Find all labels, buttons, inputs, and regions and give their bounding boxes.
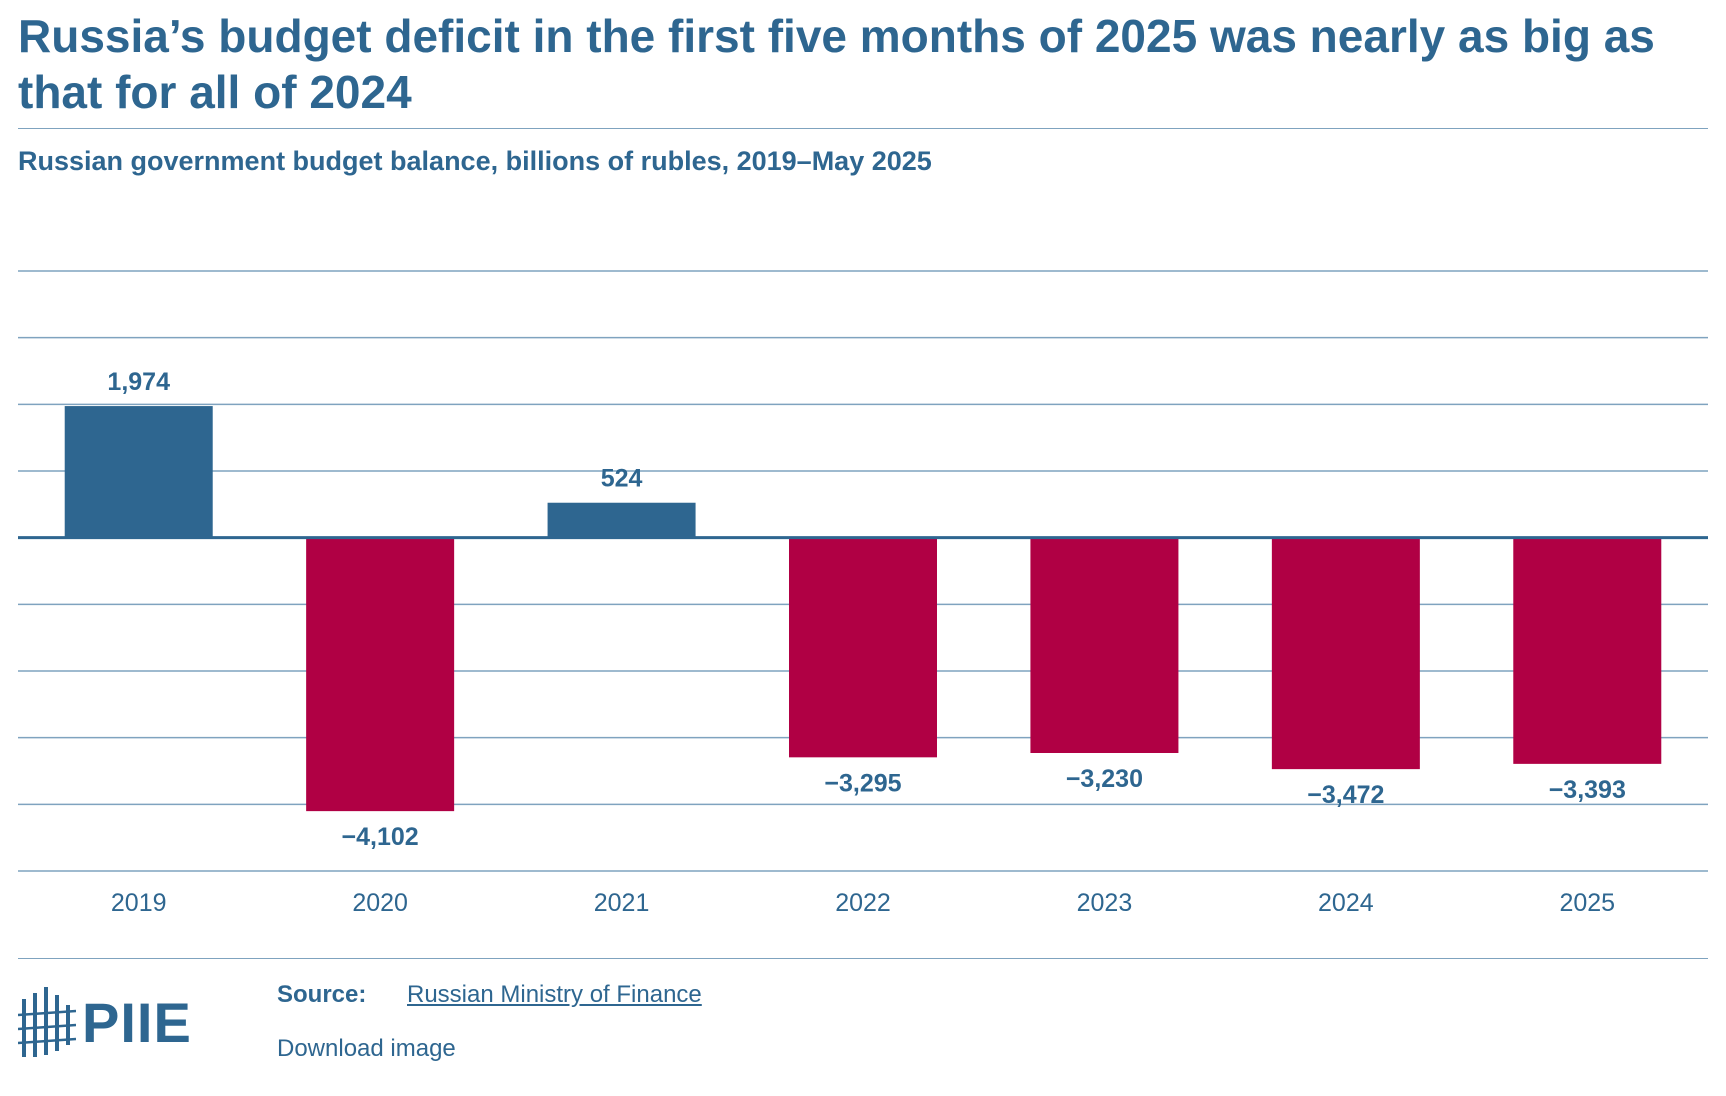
x-tick-label-2025: 2025 [1559, 889, 1615, 917]
piie-logo-icon [18, 987, 76, 1057]
bar-2021 [547, 502, 696, 538]
data-label-2020: −4,102 [342, 823, 419, 851]
footer-divider [18, 958, 1708, 959]
bar-2024 [1271, 537, 1420, 770]
data-label-2022: −3,295 [824, 769, 901, 797]
piie-logo[interactable]: PIIE [18, 985, 192, 1059]
x-tick-label-2019: 2019 [111, 889, 167, 917]
x-tick-label-2020: 2020 [352, 889, 408, 917]
bar-2020 [306, 537, 455, 812]
source-label: Source: [277, 981, 367, 1008]
bar-2019 [64, 406, 213, 538]
title-divider [18, 128, 1708, 129]
data-label-2021: 524 [601, 465, 643, 493]
bar-chart: 1,974 2019 −4,102 2020 524 2021 −3,295 2022 −3,2… [18, 270, 1708, 917]
data-label-2024: −3,472 [1307, 781, 1384, 809]
data-label-2023: −3,230 [1066, 765, 1143, 793]
bar-2023 [1030, 537, 1179, 753]
bar-2025 [1513, 537, 1662, 764]
x-tick-label-2024: 2024 [1318, 889, 1374, 917]
bar-2022 [789, 537, 937, 758]
chart-subtitle: Russian government budget balance, billi… [18, 146, 932, 176]
data-label-2019: 1,974 [107, 368, 170, 396]
chart-title: Russia’s budget deficit in the first fiv… [18, 10, 1655, 118]
download-image-link[interactable]: Download image [277, 1035, 456, 1062]
x-tick-label-2021: 2021 [594, 889, 650, 917]
piie-logo-text: PIIE [82, 990, 192, 1054]
data-label-2025: −3,393 [1549, 776, 1626, 804]
x-tick-label-2023: 2023 [1077, 889, 1133, 917]
x-tick-label-2022: 2022 [835, 889, 891, 917]
source-link[interactable]: Russian Ministry of Finance [407, 981, 702, 1008]
